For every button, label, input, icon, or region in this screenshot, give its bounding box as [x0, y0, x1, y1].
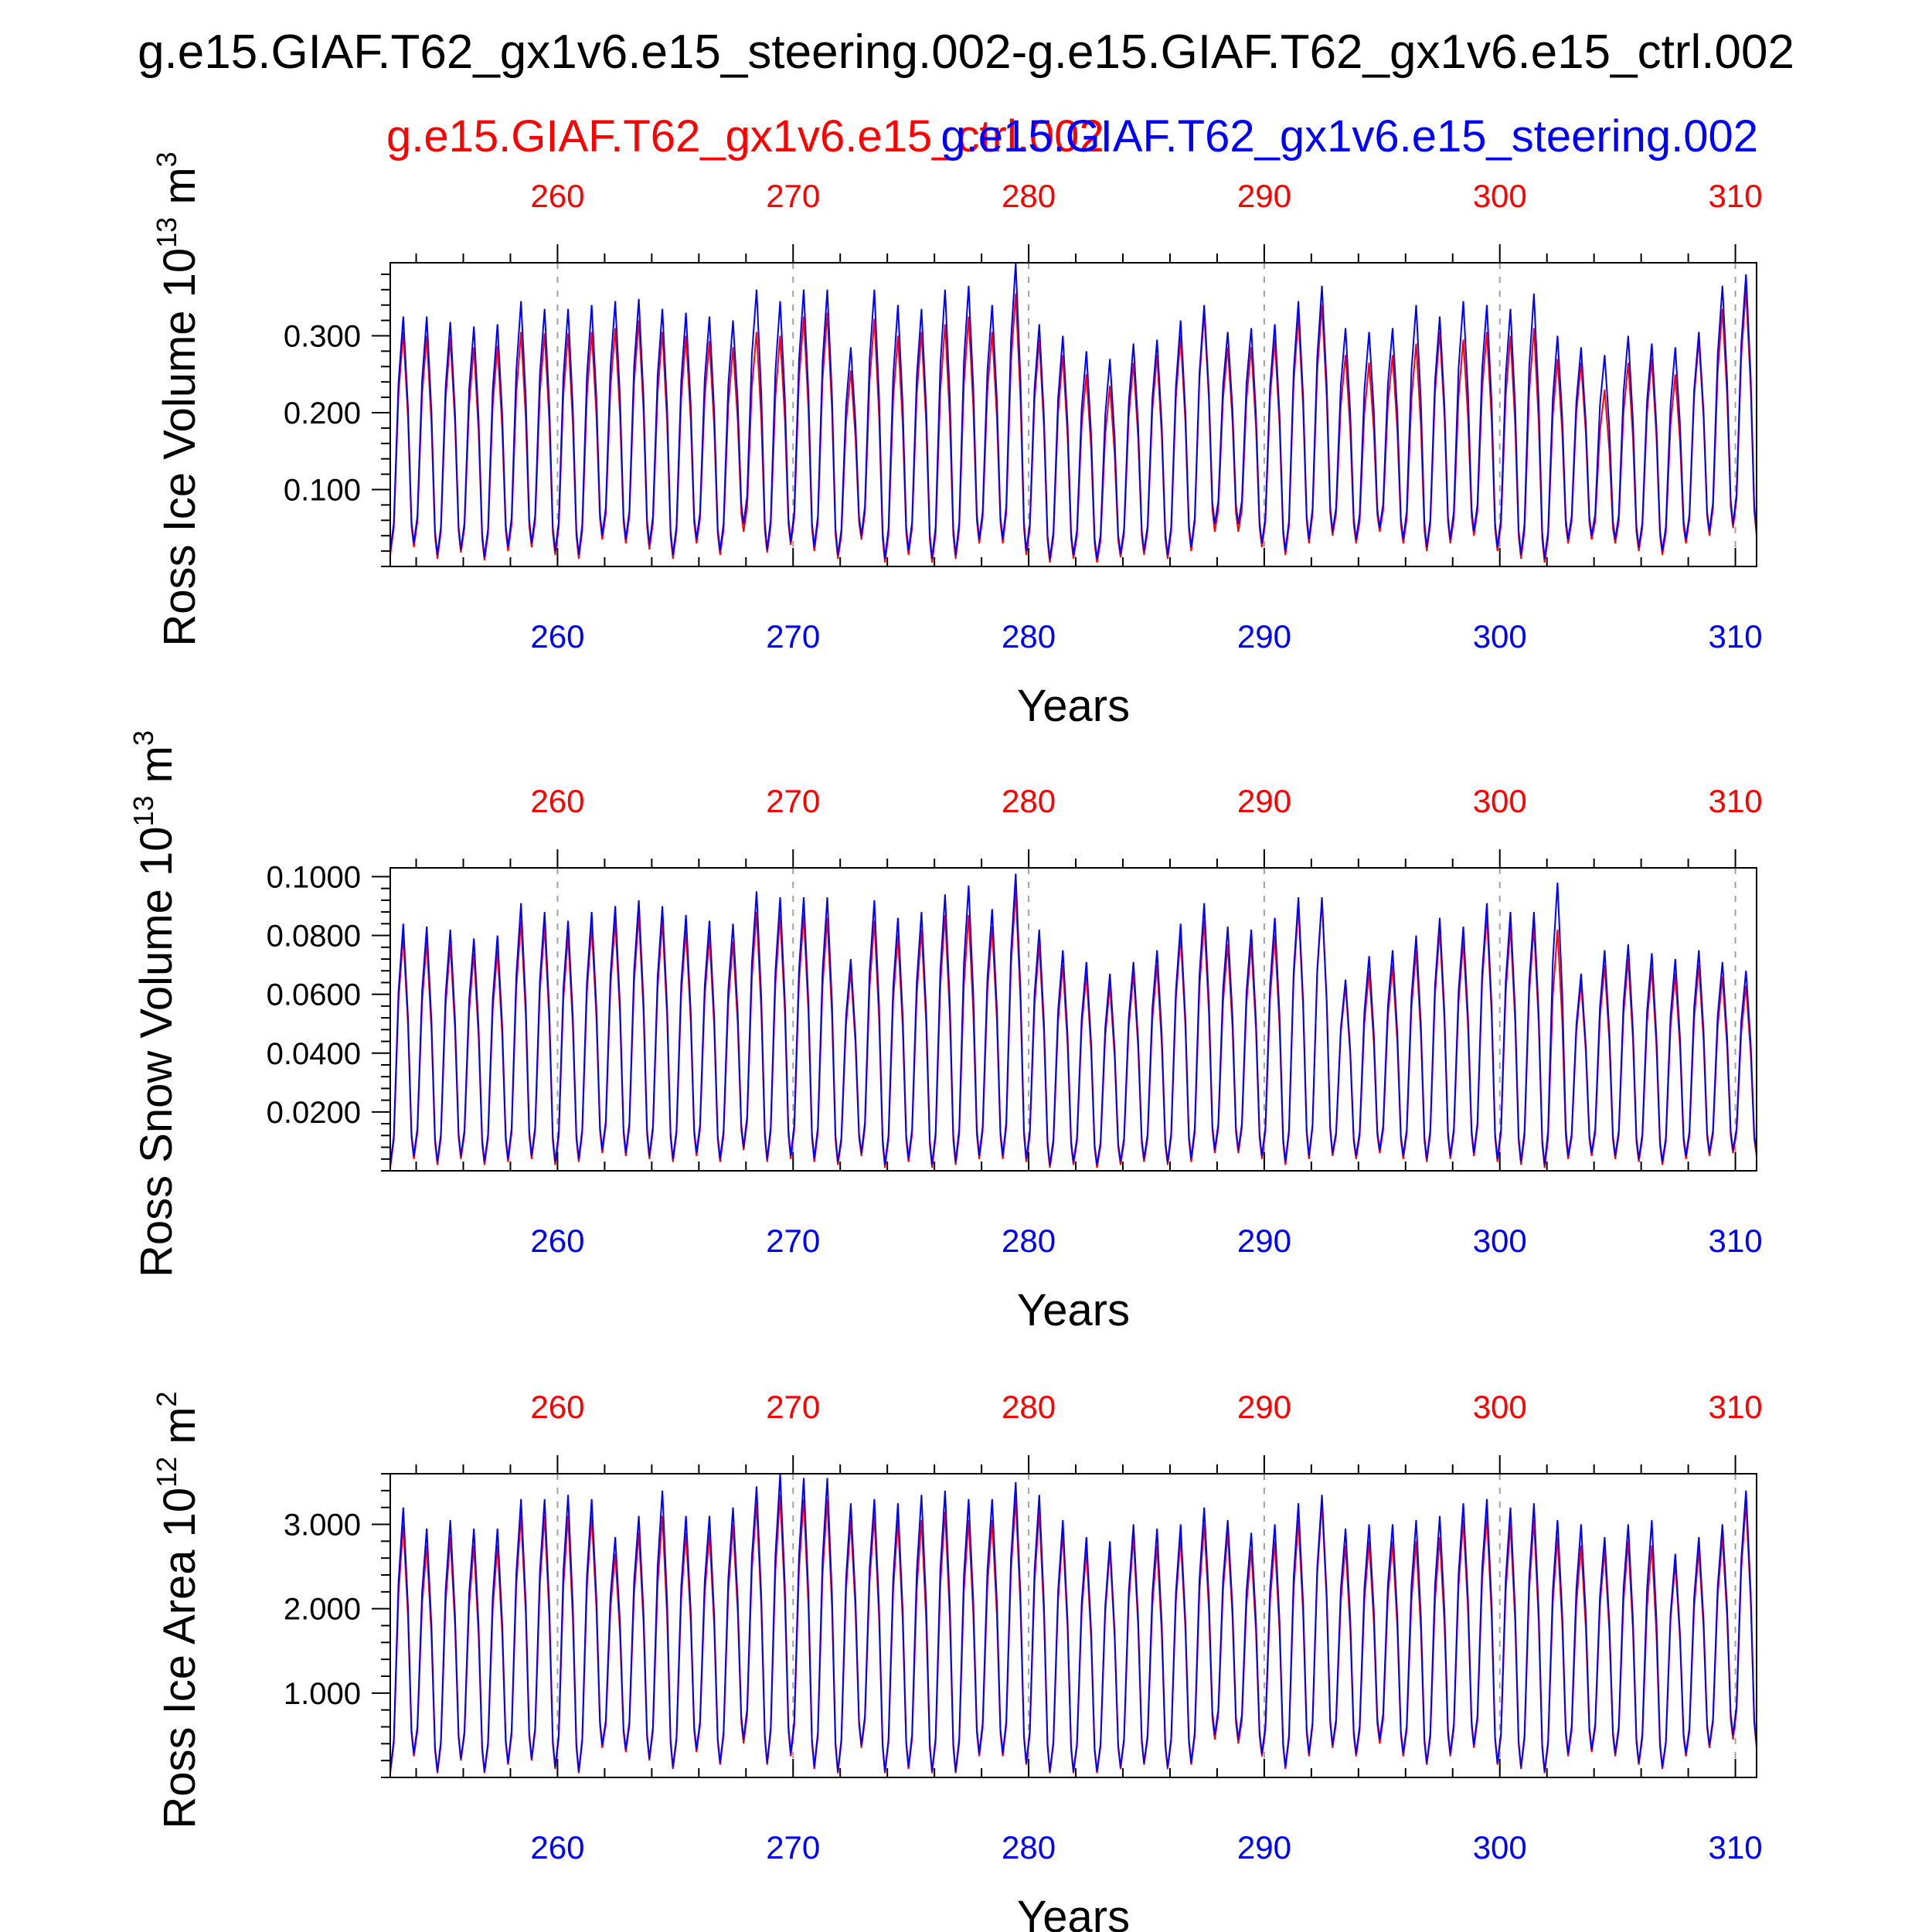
x-tick-label-bottom: 310	[1709, 618, 1763, 655]
x-tick-label-bottom: 290	[1237, 1223, 1291, 1259]
y-tick-label: 1.000	[284, 1677, 361, 1711]
panel-2: 0.0200 0.0400 0.0600 0.0800 0.1000 260 260 270 2…	[128, 730, 1763, 1335]
x-tick-label-top: 310	[1709, 1389, 1763, 1425]
x-tick-label-bottom: 280	[1002, 1223, 1056, 1259]
x-axis-label: Years	[1017, 1285, 1130, 1335]
x-tick-label-bottom: 290	[1237, 618, 1291, 655]
y-tick-label: 0.0600	[267, 978, 361, 1012]
x-tick-label-top: 270	[766, 1389, 820, 1425]
y-tick-label: 0.100	[284, 474, 361, 508]
x-tick-label-top: 290	[1237, 178, 1291, 214]
x-tick-label-bottom: 270	[766, 1829, 820, 1866]
x-tick-label-top: 290	[1237, 783, 1291, 819]
y-axis-label: Ross Ice Volume 1013 m3	[151, 151, 205, 646]
x-axis-label: Years	[1017, 1892, 1130, 1932]
y-tick-label: 0.300	[284, 320, 361, 354]
legend-ctrl: g.e15.GIAF.T62_gx1v6.e15_ctrl.002	[386, 111, 1104, 162]
panel-1: 0.100 0.200 0.300 260 260 270 270 280 280 290 290 3…	[151, 151, 1763, 731]
x-tick-label-bottom: 270	[766, 1223, 820, 1259]
x-tick-label-top: 300	[1473, 178, 1527, 214]
x-tick-label-top: 300	[1473, 783, 1527, 819]
x-tick-label-bottom: 310	[1709, 1223, 1763, 1259]
series-steering-line	[389, 873, 1757, 1165]
panels: 0.100 0.200 0.300 260 260 270 270 280 280 290 290 3…	[128, 151, 1763, 1932]
x-tick-label-bottom: 260	[530, 618, 584, 655]
x-tick-label-bottom: 290	[1237, 1829, 1291, 1866]
y-tick-label: 3.000	[284, 1509, 361, 1543]
figure-title: g.e15.GIAF.T62_gx1v6.e15_steering.002-g.…	[138, 26, 1794, 79]
x-axis-label: Years	[1017, 681, 1130, 731]
y-tick-label: 0.200	[284, 396, 361, 430]
x-tick-label-top: 260	[530, 178, 584, 214]
y-tick-label: 0.0400	[267, 1037, 361, 1071]
x-tick-label-bottom: 260	[530, 1223, 584, 1259]
series-steering-line	[389, 1473, 1757, 1772]
y-axis-label: Ross Ice Area 1012 m2	[151, 1391, 205, 1828]
series-steering-line	[389, 262, 1757, 560]
x-tick-label-top: 260	[530, 783, 584, 819]
x-tick-label-top: 310	[1709, 783, 1763, 819]
x-tick-label-top: 270	[766, 178, 820, 214]
x-tick-label-bottom: 280	[1002, 1829, 1056, 1866]
x-tick-label-top: 270	[766, 783, 820, 819]
plot-frame	[389, 867, 1757, 1172]
x-tick-label-top: 260	[530, 1389, 584, 1425]
x-tick-label-bottom: 260	[530, 1829, 584, 1866]
y-tick-label: 0.0800	[267, 920, 361, 954]
x-tick-label-top: 280	[1002, 178, 1056, 214]
x-tick-label-top: 280	[1002, 783, 1056, 819]
x-tick-label-top: 300	[1473, 1389, 1527, 1425]
x-tick-label-bottom: 300	[1473, 1829, 1527, 1866]
x-tick-label-bottom: 300	[1473, 618, 1527, 655]
plot-frame	[389, 262, 1757, 567]
y-tick-label: 0.0200	[267, 1096, 361, 1130]
x-tick-label-top: 290	[1237, 1389, 1291, 1425]
legend-steering: g.e15.GIAF.T62_gx1v6.e15_steering.002	[940, 111, 1758, 162]
x-tick-label-bottom: 270	[766, 618, 820, 655]
y-tick-label: 0.1000	[267, 860, 361, 894]
y-tick-label: 2.000	[284, 1593, 361, 1627]
x-tick-label-bottom: 300	[1473, 1223, 1527, 1259]
x-tick-label-top: 280	[1002, 1389, 1056, 1425]
y-axis-label: Ross Snow Volume 1013 m3	[128, 730, 182, 1277]
x-tick-label-top: 310	[1709, 178, 1763, 214]
x-tick-label-bottom: 310	[1709, 1829, 1763, 1866]
x-tick-label-bottom: 280	[1002, 618, 1056, 655]
panel-3: 1.000 2.000 3.000 260 260 270 270 280 280 290 290 3…	[151, 1389, 1763, 1932]
